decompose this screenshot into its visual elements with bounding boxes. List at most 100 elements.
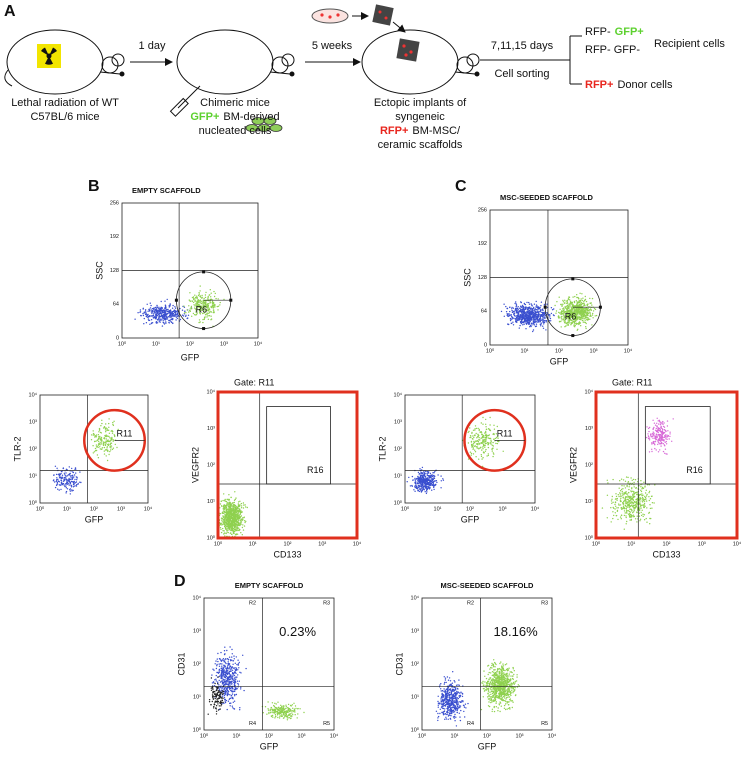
dot-cloud — [134, 285, 224, 327]
event-dot — [224, 684, 225, 685]
event-dot — [238, 523, 239, 524]
event-dot — [591, 304, 592, 305]
event-dot — [143, 308, 144, 309]
event-dot — [226, 669, 227, 670]
event-dot — [210, 299, 211, 300]
event-dot — [643, 507, 644, 508]
event-dot — [423, 471, 424, 472]
event-dot — [220, 670, 221, 671]
event-dot — [492, 450, 493, 451]
event-dot — [633, 505, 634, 506]
event-dot — [523, 322, 524, 323]
panel-label: D — [174, 573, 186, 590]
event-dot — [564, 300, 565, 301]
event-dot — [639, 507, 640, 508]
event-dot — [517, 320, 518, 321]
event-dot — [641, 491, 642, 492]
event-dot — [237, 669, 238, 670]
event-dot — [218, 709, 219, 710]
event-dot — [585, 328, 586, 329]
event-dot — [433, 481, 434, 482]
event-dot — [654, 443, 655, 444]
event-dot — [616, 515, 617, 516]
event-dot — [113, 421, 114, 422]
event-dot — [482, 446, 483, 447]
event-dot — [618, 494, 619, 495]
event-dot — [481, 431, 482, 432]
event-dot — [177, 313, 178, 314]
event-dot — [239, 518, 240, 519]
event-dot — [535, 326, 536, 327]
event-dot — [563, 301, 564, 302]
event-dot — [485, 443, 486, 444]
event-dot — [479, 437, 480, 438]
outcome: RFP+Donor cells — [585, 79, 673, 91]
event-dot — [630, 502, 631, 503]
event-dot — [470, 452, 471, 453]
event-dot — [483, 452, 484, 453]
event-dot — [231, 523, 232, 524]
event-dot — [488, 453, 489, 454]
event-dot — [73, 482, 74, 483]
event-dot — [649, 439, 650, 440]
event-dot — [182, 310, 183, 311]
event-dot — [59, 481, 60, 482]
event-dot — [562, 308, 563, 309]
event-dot — [619, 480, 620, 481]
event-dot — [216, 665, 217, 666]
x-tick-label: 10⁴ — [254, 340, 263, 347]
event-dot — [242, 534, 243, 535]
event-dot — [227, 693, 228, 694]
event-dot — [433, 482, 434, 483]
event-dot — [623, 506, 624, 507]
event-dot — [219, 666, 220, 667]
event-dot — [483, 441, 484, 442]
event-dot — [427, 480, 428, 481]
event-dot — [222, 521, 223, 522]
event-dot — [427, 475, 428, 476]
event-dot — [422, 475, 423, 476]
event-dot — [506, 308, 507, 309]
event-dot — [524, 312, 525, 313]
event-dot — [556, 310, 557, 311]
event-dot — [70, 475, 71, 476]
x-tick-label: 10⁴ — [531, 505, 540, 512]
event-dot — [422, 487, 423, 488]
event-dot — [525, 328, 526, 329]
event-dot — [519, 308, 520, 309]
sort-label: Cell sorting — [494, 68, 549, 80]
event-dot — [225, 528, 226, 529]
event-dot — [426, 488, 427, 489]
event-dot — [408, 477, 409, 478]
event-dot — [630, 505, 631, 506]
event-dot — [205, 292, 206, 293]
event-dot — [632, 495, 633, 496]
event-dot — [419, 485, 420, 486]
event-dot — [526, 302, 527, 303]
event-dot — [228, 532, 229, 533]
event-dot — [535, 320, 536, 321]
event-dot — [236, 533, 237, 534]
event-dot — [235, 673, 236, 674]
event-dot — [145, 314, 146, 315]
event-dot — [93, 434, 94, 435]
event-dot — [233, 531, 234, 532]
event-dot — [245, 668, 246, 669]
event-dot — [623, 503, 624, 504]
event-dot — [673, 418, 674, 419]
event-dot — [659, 449, 660, 450]
event-dot — [654, 438, 655, 439]
event-dot — [551, 307, 552, 308]
event-dot — [184, 311, 185, 312]
event-dot — [568, 299, 569, 300]
event-dot — [536, 312, 537, 313]
event-dot — [169, 310, 170, 311]
event-dot — [224, 523, 225, 524]
event-dot — [657, 441, 658, 442]
event-dot — [165, 323, 166, 324]
event-dot — [225, 663, 226, 664]
event-dot — [481, 434, 482, 435]
flow-plot: 10⁰10¹10²10³10⁴10⁰10¹10²10³10⁴GFPTLR-2R1… — [377, 391, 540, 524]
event-dot — [146, 316, 147, 317]
event-dot — [423, 479, 424, 480]
